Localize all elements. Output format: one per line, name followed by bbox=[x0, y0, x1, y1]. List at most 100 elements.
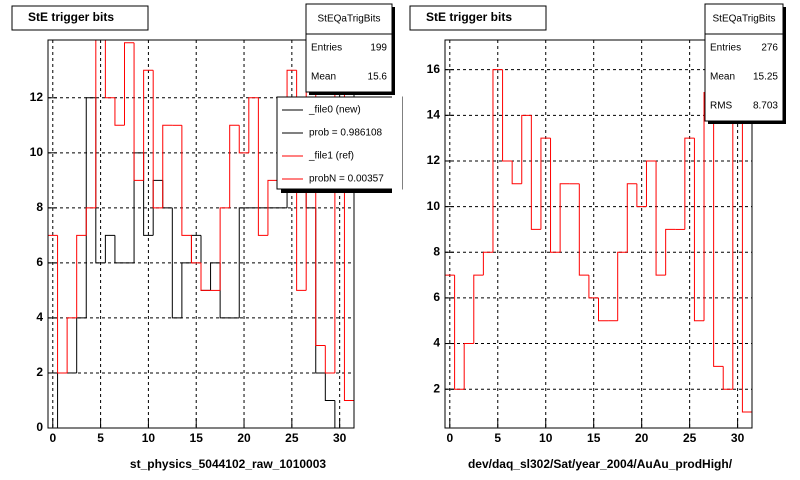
stats-title: StEQaTrigBits bbox=[713, 14, 776, 25]
title-box bbox=[11, 5, 149, 31]
legend-box bbox=[276, 96, 403, 190]
histogram-bin bbox=[463, 343, 474, 390]
histogram-bin bbox=[684, 137, 695, 230]
x-tick-label: 10 bbox=[142, 431, 156, 445]
histogram-bin bbox=[482, 251, 493, 276]
frame-border bbox=[444, 39, 753, 429]
stats-value: 199 bbox=[370, 43, 387, 54]
histogram-bin bbox=[578, 183, 589, 276]
x-tick-label: 25 bbox=[285, 431, 299, 445]
stats-value: 15.25 bbox=[753, 72, 778, 83]
histogram-bin bbox=[713, 92, 724, 367]
y-tick-label: 10 bbox=[427, 199, 441, 213]
x-tick-label: 20 bbox=[237, 431, 251, 445]
histogram-bin bbox=[530, 115, 541, 230]
x-tick-label: 5 bbox=[494, 431, 501, 445]
histogram-bin bbox=[181, 125, 192, 236]
histogram-bin bbox=[104, 40, 115, 99]
frame-border bbox=[47, 39, 355, 429]
stats-box bbox=[305, 3, 393, 93]
y-tick-label: 12 bbox=[30, 90, 44, 104]
stats-value: 15.6 bbox=[368, 72, 388, 83]
histogram-bin bbox=[181, 262, 192, 318]
chart-title: StE trigger bits bbox=[426, 10, 512, 24]
histogram-bin bbox=[636, 183, 647, 208]
histogram-bin bbox=[511, 160, 522, 185]
legend-label: prob = 0.986108 bbox=[309, 128, 383, 139]
legend-label: _file1 (ref) bbox=[308, 151, 354, 162]
histogram-bin bbox=[588, 275, 599, 299]
y-tick-label: 8 bbox=[433, 244, 440, 258]
histogram-bin bbox=[248, 97, 259, 153]
histogram-bin bbox=[665, 228, 676, 276]
x-tick-label: 15 bbox=[190, 431, 204, 445]
histogram-bin bbox=[267, 179, 278, 236]
histogram-bin bbox=[229, 124, 240, 208]
y-tick-label: 4 bbox=[36, 310, 43, 324]
histogram-bin bbox=[238, 125, 249, 154]
frame bbox=[444, 39, 753, 429]
histogram-bin bbox=[722, 366, 733, 390]
y-tick-label: 16 bbox=[427, 62, 441, 76]
stats-label: Entries bbox=[710, 43, 741, 54]
histogram-bin bbox=[305, 40, 307, 291]
x-tick-label: 20 bbox=[635, 431, 649, 445]
histogram-bin bbox=[85, 207, 96, 236]
x-tick-label: 0 bbox=[49, 431, 56, 445]
y-tick-label: 6 bbox=[36, 255, 43, 269]
stats-value: 8.703 bbox=[753, 101, 778, 112]
stats-label: RMS bbox=[710, 101, 733, 112]
stats-title: StEQaTrigBits bbox=[318, 14, 381, 25]
histogram-bin bbox=[626, 183, 637, 253]
histogram-bin bbox=[210, 262, 221, 291]
histogram-bin bbox=[76, 234, 87, 318]
legend-cut bbox=[392, 96, 402, 194]
title-box bbox=[409, 5, 547, 31]
legend-shadow bbox=[281, 189, 396, 193]
y-tick-label: 14 bbox=[427, 107, 441, 121]
histogram-bin bbox=[219, 207, 230, 291]
stats-value: 276 bbox=[761, 43, 778, 54]
histogram-bin bbox=[143, 69, 154, 181]
x-tick-label: 10 bbox=[539, 431, 553, 445]
x-tick-label: 0 bbox=[446, 431, 453, 445]
histogram-bin bbox=[655, 160, 666, 276]
y-tick-label: 2 bbox=[433, 381, 440, 395]
histogram-bin bbox=[540, 137, 551, 230]
stats-label: Mean bbox=[710, 72, 735, 83]
histogram-bin bbox=[114, 235, 125, 264]
histogram-bin bbox=[133, 42, 144, 181]
histogram-bin bbox=[124, 42, 135, 126]
x-tick-label: 30 bbox=[333, 431, 347, 445]
stats-label: Mean bbox=[311, 72, 336, 83]
histogram-bin bbox=[66, 317, 77, 373]
histogram-bin bbox=[741, 115, 752, 428]
histogram-bin bbox=[445, 274, 455, 428]
histogram-bin bbox=[645, 160, 657, 207]
histogram-bin bbox=[104, 234, 115, 263]
legend-label: _file0 (new) bbox=[308, 105, 361, 116]
histogram-bin bbox=[162, 124, 173, 208]
x-axis-label: st_physics_5044102_raw_1010003 bbox=[130, 457, 326, 471]
histogram-bin bbox=[473, 274, 484, 344]
histogram-bin bbox=[492, 69, 503, 253]
y-tick-label: 0 bbox=[36, 420, 43, 434]
histogram-bin bbox=[502, 69, 513, 162]
histogram-bin bbox=[48, 234, 58, 428]
y-tick-label: 6 bbox=[433, 290, 440, 304]
histogram-bin bbox=[114, 97, 125, 126]
histogram-bin bbox=[57, 235, 68, 374]
chart-title: StE trigger bits bbox=[28, 10, 114, 24]
histogram-bin bbox=[343, 42, 354, 428]
histogram-bin bbox=[190, 235, 201, 264]
stats-label: Entries bbox=[311, 43, 342, 54]
x-tick-label: 25 bbox=[683, 431, 697, 445]
histogram-bin bbox=[559, 183, 570, 253]
histogram-bin bbox=[238, 207, 249, 318]
x-tick-label: 5 bbox=[97, 431, 104, 445]
histogram-bin bbox=[324, 345, 335, 374]
stats-box bbox=[704, 3, 784, 122]
legend-label: probN = 0.00357 bbox=[309, 174, 384, 185]
histogram-bin bbox=[95, 40, 97, 208]
